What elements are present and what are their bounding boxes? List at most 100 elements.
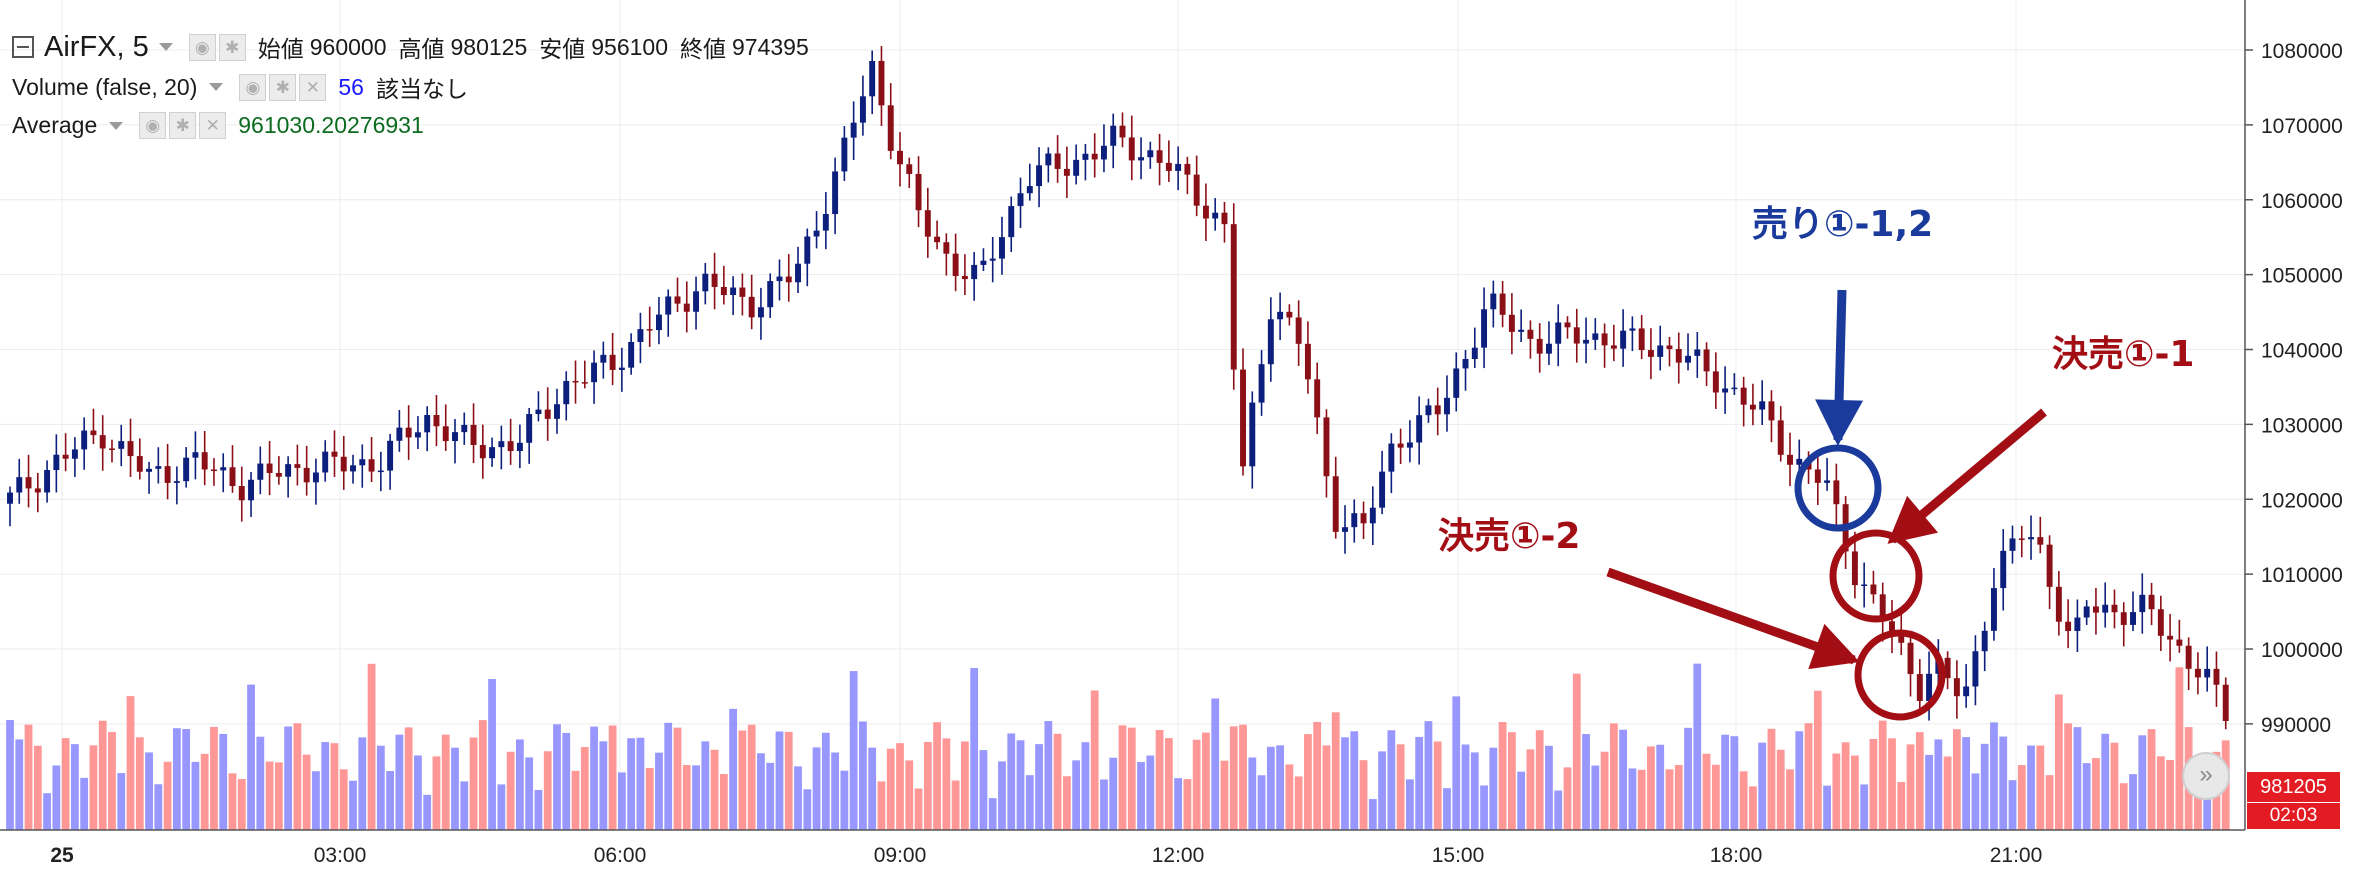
- volume-bar: [98, 720, 107, 830]
- minus-square-icon[interactable]: [12, 36, 34, 58]
- candle-body: [1731, 387, 1738, 390]
- eye-icon[interactable]: ◉: [188, 33, 216, 61]
- settle1-circle: [1829, 529, 1923, 623]
- volume-bar: [2138, 735, 2147, 830]
- average-study-name[interactable]: Average: [12, 112, 98, 138]
- candle-body: [878, 60, 885, 106]
- volume-bar: [1100, 779, 1108, 830]
- candle-body: [136, 456, 143, 472]
- close-label: 終値: [680, 36, 726, 62]
- candle-body: [2157, 609, 2164, 636]
- candle-body: [1128, 137, 1135, 161]
- candle-body: [1026, 186, 1033, 194]
- volume-count: 56: [338, 73, 364, 100]
- volume-bar: [775, 731, 784, 830]
- candle-body: [850, 122, 857, 138]
- time-axis-label: 21:00: [1990, 844, 2043, 867]
- volume-bar: [738, 730, 747, 830]
- gear-icon[interactable]: ✱: [269, 73, 297, 101]
- candle-body: [711, 273, 718, 287]
- volume-bar: [1109, 757, 1118, 830]
- symbol-title[interactable]: AirFX, 5: [44, 30, 149, 63]
- candle-body: [2046, 544, 2053, 587]
- volume-bar: [2008, 780, 2017, 830]
- volume-bar: [182, 729, 191, 830]
- candle-body: [1629, 328, 1636, 331]
- chevron-down-icon[interactable]: [158, 43, 173, 51]
- volume-bar: [1600, 751, 1609, 830]
- candle-body: [405, 427, 412, 438]
- volume-study-name[interactable]: Volume (false, 20): [12, 73, 198, 100]
- candle-body: [1508, 314, 1515, 332]
- volume-bar: [682, 764, 691, 830]
- candle-body: [1666, 345, 1673, 350]
- candle-body: [757, 307, 764, 318]
- volume-bar: [1888, 738, 1896, 830]
- volume-bar: [645, 767, 654, 830]
- candle-body: [1397, 443, 1404, 448]
- low-label: 安値: [539, 36, 586, 62]
- volume-bar: [1248, 757, 1257, 830]
- candle-body: [201, 452, 208, 470]
- volume-bar: [89, 745, 98, 830]
- eye-icon[interactable]: ◉: [239, 73, 267, 101]
- double-chevron-right-icon[interactable]: »: [2182, 752, 2230, 800]
- volume-bar: [1498, 722, 1507, 830]
- price-axis-label: 1020000: [2261, 489, 2343, 512]
- candle-body: [1740, 387, 1747, 405]
- candle-body: [1703, 349, 1710, 372]
- candle-body: [832, 171, 839, 215]
- volume-bar: [2175, 667, 2184, 830]
- close-icon[interactable]: ✕: [199, 112, 227, 139]
- volume-bar: [302, 754, 311, 830]
- candle-body: [915, 173, 922, 211]
- sell-annotation: 売り①-1,2: [1752, 204, 1933, 245]
- volume-bar: [905, 760, 914, 830]
- volume-bar: [1331, 712, 1340, 830]
- chevron-down-icon[interactable]: [109, 121, 124, 130]
- volume-bar: [135, 737, 144, 830]
- candle-body: [1202, 205, 1209, 219]
- volume-bar: [1711, 764, 1720, 830]
- volume-bar: [2092, 758, 2100, 830]
- volume-bar: [2027, 745, 2035, 830]
- candle-body: [776, 276, 783, 282]
- candle-body: [646, 329, 653, 331]
- candle-body: [127, 441, 134, 457]
- volume-bar: [460, 781, 469, 830]
- volume-bar: [1304, 734, 1312, 830]
- candle-body: [1156, 150, 1163, 163]
- candle-body: [1833, 480, 1840, 505]
- arrow-head: [1887, 495, 1939, 544]
- candle-body: [1369, 507, 1376, 524]
- volume-bar: [1016, 740, 1025, 830]
- candle-body: [934, 236, 941, 243]
- price-axis-label: 990000: [2261, 714, 2331, 737]
- gear-icon[interactable]: ✱: [218, 33, 246, 61]
- candle-body: [109, 448, 115, 450]
- volume-bar: [191, 761, 200, 830]
- close-icon[interactable]: ✕: [299, 73, 327, 101]
- eye-icon[interactable]: ◉: [139, 112, 167, 139]
- time-axis-label: 12:00: [1152, 844, 1205, 867]
- volume-bar: [1823, 785, 1831, 830]
- volume-bar: [488, 679, 496, 830]
- candle-body: [1583, 339, 1590, 344]
- volume-bar: [1164, 738, 1173, 830]
- gear-icon[interactable]: ✱: [169, 112, 197, 139]
- candle-body: [572, 380, 579, 383]
- volume-bar: [673, 727, 682, 830]
- volume-bar: [441, 734, 450, 830]
- chevron-down-icon[interactable]: [209, 83, 224, 91]
- candle-body: [1193, 174, 1200, 206]
- candle-body: [1082, 153, 1089, 160]
- candle-body: [2111, 604, 2118, 613]
- volume-bar: [1739, 771, 1748, 830]
- candle-body: [442, 426, 449, 442]
- volume-bar: [200, 753, 209, 830]
- volume-bar: [951, 780, 960, 830]
- candle-body: [1759, 401, 1766, 410]
- candle-body: [414, 432, 421, 438]
